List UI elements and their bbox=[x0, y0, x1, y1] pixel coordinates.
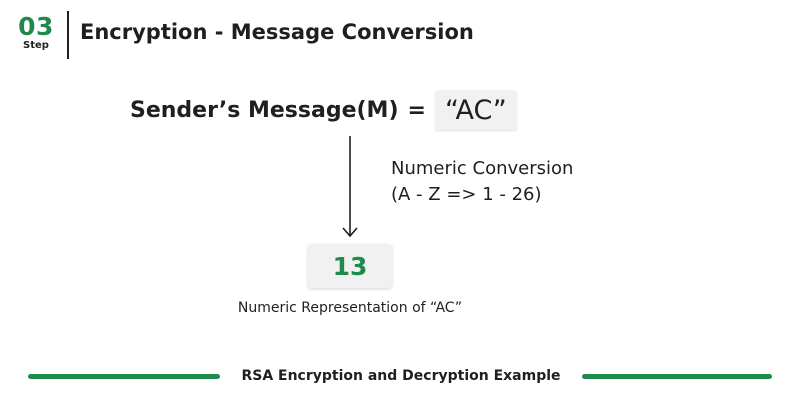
conversion-title: Numeric Conversion bbox=[391, 158, 574, 179]
numeric-result-box: 13 bbox=[308, 244, 392, 288]
step-number: 03 bbox=[18, 12, 54, 41]
equals-sign: = bbox=[407, 97, 426, 123]
conversion-range: (A - Z => 1 - 26) bbox=[391, 184, 542, 205]
conversion-note: Numeric Conversion (A - Z => 1 - 26) bbox=[391, 156, 573, 208]
numeric-result-caption: Numeric Representation of “AC” bbox=[237, 300, 463, 316]
message-value-box: “AC” bbox=[434, 90, 517, 130]
sender-message-row: Sender’s Message(M) = “AC” bbox=[130, 88, 517, 132]
step-label: Step bbox=[23, 40, 49, 51]
footer-line-right bbox=[582, 374, 772, 379]
footer-line-left bbox=[28, 374, 220, 379]
down-arrow-icon bbox=[342, 136, 358, 238]
step-badge: 03 Step bbox=[10, 14, 62, 52]
page-title: Encryption - Message Conversion bbox=[80, 20, 474, 44]
header-divider bbox=[67, 11, 69, 59]
sender-message-label: Sender’s Message(M) bbox=[130, 97, 399, 123]
footer-caption: RSA Encryption and Decryption Example bbox=[241, 368, 561, 384]
